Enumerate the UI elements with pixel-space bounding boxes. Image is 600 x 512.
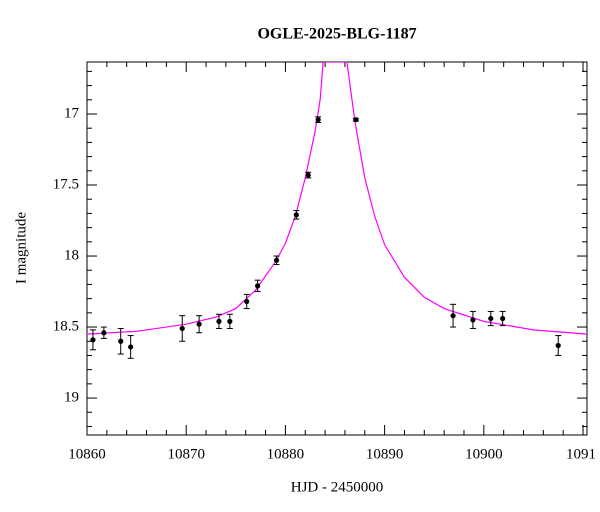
- y-tick-label: 19: [64, 390, 79, 406]
- y-axis-label: I magnitude: [13, 212, 29, 284]
- y-tick-label: 17.5: [53, 176, 79, 192]
- x-tick-label: 10900: [465, 446, 503, 462]
- data-point: [305, 172, 311, 178]
- data-point: [90, 337, 96, 343]
- data-point: [101, 330, 107, 336]
- x-tick-label: 10870: [167, 446, 205, 462]
- x-tick-label: 10880: [267, 446, 305, 462]
- data-point: [488, 315, 494, 322]
- data-point: [293, 212, 299, 218]
- data-point: [118, 338, 124, 344]
- model-curve: [87, 62, 587, 335]
- data-point: [353, 117, 359, 123]
- y-tick-label: 18: [64, 247, 79, 263]
- data-point: [227, 318, 233, 324]
- data-point: [128, 344, 134, 350]
- data-point: [244, 298, 250, 305]
- chart-title: OGLE-2025-BLG-1187: [257, 26, 416, 43]
- data-point: [179, 325, 185, 332]
- data-point: [196, 321, 202, 327]
- y-tick-label: 17: [64, 105, 80, 121]
- x-tick-label: 1091: [566, 446, 596, 462]
- data-point: [470, 317, 476, 323]
- plot-frame: [86, 61, 588, 436]
- x-tick-label: 10890: [366, 446, 404, 462]
- data-point: [555, 342, 561, 349]
- data-point: [315, 117, 321, 123]
- data-point: [216, 318, 222, 324]
- plot-area: [87, 62, 587, 359]
- data-point: [500, 315, 506, 322]
- x-axis-label: HJD - 2450000: [291, 479, 384, 495]
- y-tick-label: 18.5: [53, 318, 79, 334]
- x-tick-label: 10860: [68, 446, 106, 462]
- data-point: [450, 313, 456, 319]
- data-point: [255, 283, 261, 289]
- data-point: [273, 257, 280, 263]
